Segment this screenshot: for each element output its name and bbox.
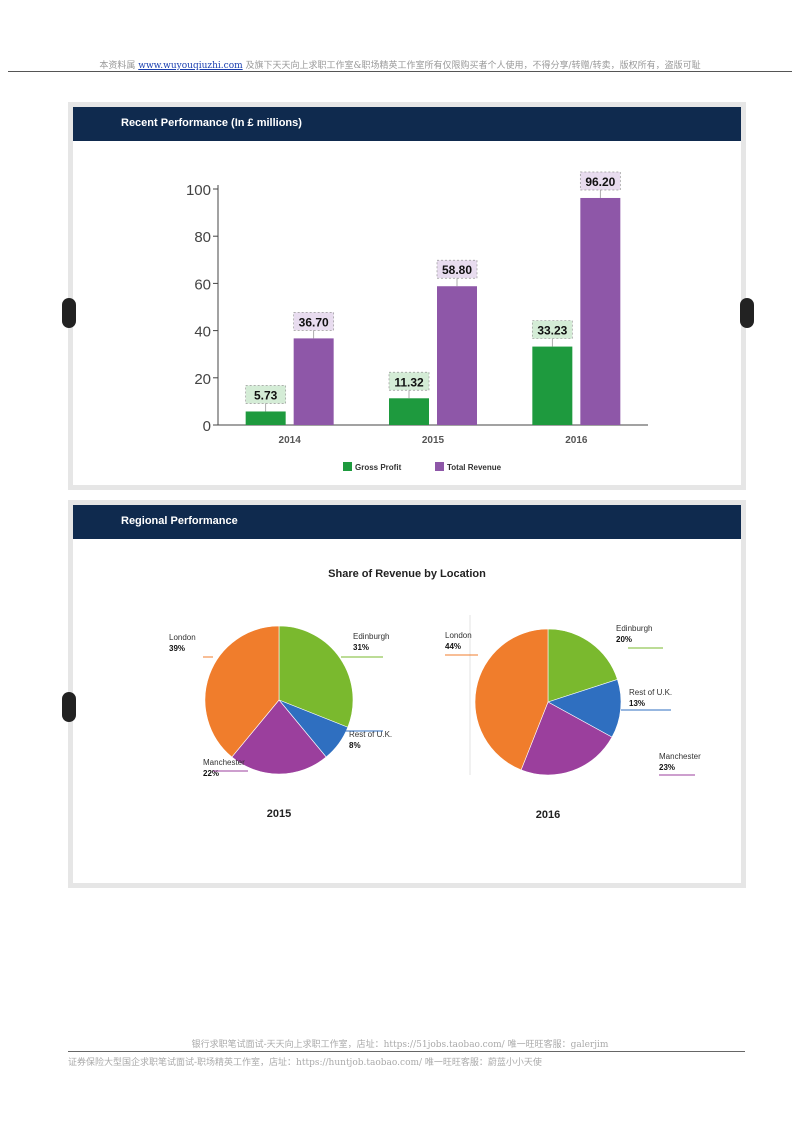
bar-total-revenue — [437, 286, 477, 425]
next-slide-handle[interactable] — [740, 298, 754, 328]
legend-label: Total Revenue — [447, 463, 502, 472]
slice-percent-label: 20% — [616, 635, 632, 644]
y-tick-label: 40 — [194, 324, 211, 341]
y-tick-label: 60 — [194, 276, 211, 293]
slice-percent-label: 23% — [659, 763, 675, 772]
panel-title-bar: Recent Performance (In £ millions) — [73, 107, 741, 141]
pie-slice-manchester — [520, 701, 613, 776]
slice-name-label: Edinburgh — [353, 632, 389, 641]
slice-percent-label: 22% — [203, 769, 219, 778]
header-link[interactable]: www.wuyouqiuzhi.com — [138, 61, 243, 71]
pie-year-label: 2015 — [267, 808, 291, 820]
x-tick-label: 2015 — [422, 435, 445, 446]
pie-slice-london — [474, 628, 549, 771]
data-label: 11.32 — [394, 375, 424, 389]
slice-name-label: Manchester — [659, 752, 701, 761]
data-label: 5.73 — [254, 388, 278, 402]
panel-title-bar: Regional Performance — [73, 505, 741, 539]
panel-title: Regional Performance — [121, 515, 238, 527]
data-label: 36.70 — [299, 315, 329, 329]
footer-divider — [68, 1051, 745, 1052]
pie-slice-rest-of-u-k- — [547, 679, 622, 738]
bar-gross-profit — [245, 411, 286, 425]
pie-year-label: 2016 — [536, 809, 560, 821]
x-tick-label: 2016 — [565, 435, 588, 446]
bar-total-revenue — [293, 338, 334, 425]
slice-percent-label: 8% — [349, 741, 361, 750]
slice-name-label: London — [445, 631, 472, 640]
slice-name-label: London — [169, 633, 196, 642]
panel-title: Recent Performance (In £ millions) — [121, 117, 302, 129]
slice-percent-label: 39% — [169, 644, 185, 653]
slice-percent-label: 13% — [629, 699, 645, 708]
slice-percent-label: 44% — [445, 642, 461, 651]
panel-body: Recent Performance (In £ millions) 0 20 40… — [73, 107, 741, 485]
legend-label: Gross Profit — [355, 463, 402, 472]
bar-chart: 0 20 40 60 80 100 2014 5.73 36.70 2015 11.32 58.80 2… — [186, 171, 648, 472]
header-divider — [8, 71, 792, 72]
y-tick-label: 0 — [203, 418, 211, 435]
header-notice: 本资料属 www.wuyouqiuzhi.com 及旗下天天向上求职工作室&职场… — [0, 58, 800, 71]
pie-slice-edinburgh — [278, 625, 354, 728]
slice-name-label: Manchester — [203, 758, 245, 767]
bar-gross-profit — [532, 346, 573, 425]
bar-gross-profit — [389, 398, 429, 425]
pie-slice-london — [204, 625, 280, 758]
footer-line-1: 银行求职笔试面试-天天向上求职工作室，店址：https://51jobs.tao… — [191, 1040, 609, 1050]
slice-percent-label: 31% — [353, 643, 369, 652]
pie-slice-manchester — [231, 699, 327, 775]
slice-name-label: Edinburgh — [616, 624, 652, 633]
regional-performance-panel: Regional Performance Share of Revenue by… — [68, 500, 746, 888]
data-label-box — [293, 312, 335, 331]
slice-name-label: Rest of U.K. — [629, 688, 672, 697]
x-tick-label: 2014 — [279, 435, 302, 446]
slice-name-label: Rest of U.K. — [349, 730, 392, 739]
data-label: 33.23 — [537, 324, 567, 338]
y-tick-label: 100 — [186, 182, 211, 199]
y-tick-label: 20 — [194, 371, 211, 388]
prev-slide-handle[interactable] — [62, 692, 76, 722]
pie-subtitle: Share of Revenue by Location — [328, 568, 486, 580]
header-prefix: 本资料属 — [99, 61, 136, 71]
legend-swatch — [343, 462, 352, 471]
pie-charts: Edinburgh 31% Rest of U.K. 8% Manchester 22% L… — [169, 615, 701, 821]
recent-performance-panel: Recent Performance (In £ millions) 0 20 40… — [68, 102, 746, 490]
legend-swatch — [435, 462, 444, 471]
data-label: 58.80 — [442, 263, 472, 277]
data-label: 96.20 — [585, 175, 615, 189]
prev-slide-handle[interactable] — [62, 298, 76, 328]
bar-total-revenue — [580, 197, 621, 425]
pie-slice-edinburgh — [547, 628, 618, 703]
panel-body: Regional Performance Share of Revenue by… — [73, 505, 741, 883]
footer-line-2: 证券保险大型国企求职笔试面试-职场精英工作室，店址：https://huntjo… — [68, 1058, 542, 1068]
header-suffix: 及旗下天天向上求职工作室&职场精英工作室所有仅限购买者个人使用，不得分享/转赠/… — [245, 61, 701, 71]
y-tick-label: 80 — [194, 229, 211, 246]
